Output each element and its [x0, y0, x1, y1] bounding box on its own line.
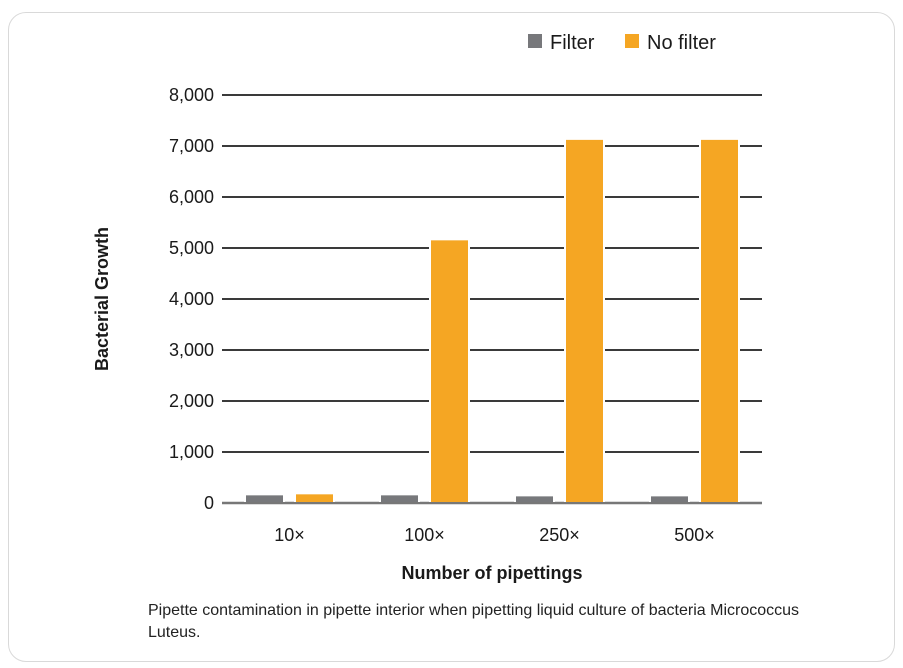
x-axis-label: Number of pipettings	[402, 563, 583, 583]
bar-filter	[516, 496, 553, 502]
y-tick-label: 1,000	[169, 442, 214, 462]
y-tick-label: 7,000	[169, 136, 214, 156]
bar-filter	[381, 495, 418, 502]
x-tick-label: 10×	[274, 525, 305, 545]
y-tick-label: 0	[204, 493, 214, 513]
bar-no-filter	[566, 139, 603, 502]
y-tick-label: 6,000	[169, 187, 214, 207]
x-tick-label: 100×	[404, 525, 445, 545]
x-tick-label: 500×	[674, 525, 715, 545]
y-axis-label: Bacterial Growth	[92, 227, 112, 371]
bars	[244, 137, 740, 502]
bar-filter	[246, 495, 283, 502]
y-tick-label: 5,000	[169, 238, 214, 258]
legend: Filter No filter	[528, 32, 716, 54]
legend-swatch	[625, 34, 639, 48]
y-tick-labels: 0 1,000 2,000 3,000 4,000 5,000 6,000 7,000 8,00…	[169, 85, 214, 513]
y-tick-label: 3,000	[169, 340, 214, 360]
bar-filter	[651, 496, 688, 502]
x-tick-labels: 10× 100× 250× 500×	[274, 525, 715, 545]
y-tick-label: 8,000	[169, 85, 214, 105]
y-tick-label: 4,000	[169, 289, 214, 309]
legend-label: Filter	[550, 32, 595, 54]
bar-no-filter	[701, 139, 738, 502]
y-tick-label: 2,000	[169, 391, 214, 411]
bar-no-filter	[431, 240, 468, 502]
legend-label: No filter	[647, 32, 716, 54]
bar-no-filter	[296, 494, 333, 502]
x-tick-label: 250×	[539, 525, 580, 545]
gridlines	[222, 94, 762, 505]
legend-swatch	[528, 34, 542, 48]
figure-caption: Pipette contamination in pipette interio…	[148, 602, 800, 641]
